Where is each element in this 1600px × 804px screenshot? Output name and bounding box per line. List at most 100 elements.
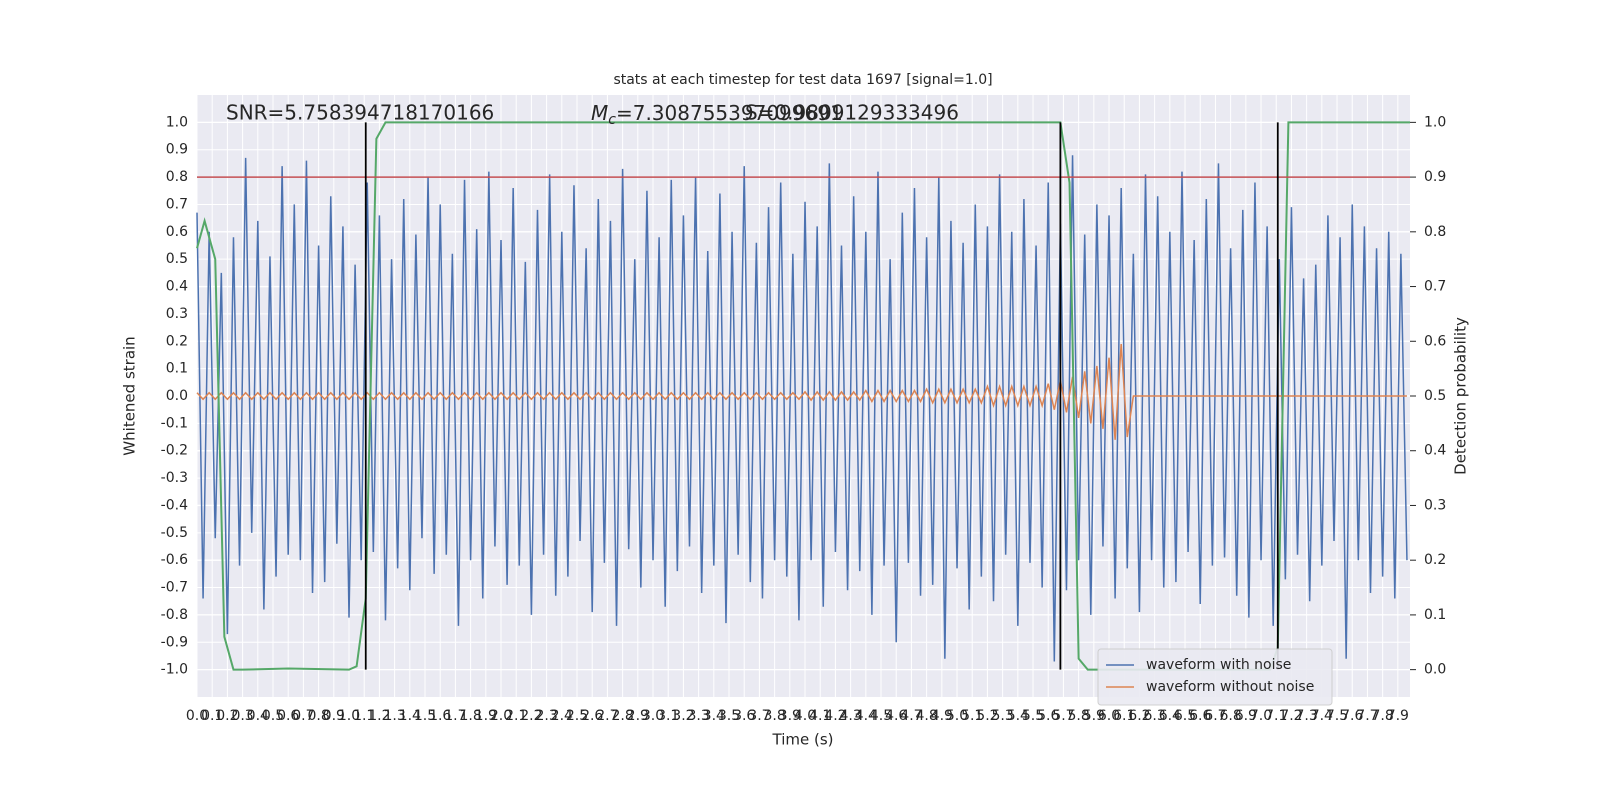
y-tick-label: -0.6 <box>161 552 188 568</box>
y2-tick-label: 0.4 <box>1424 443 1446 459</box>
y-tick-label: 0.6 <box>166 224 188 240</box>
y-tick-label: 0.8 <box>166 169 188 185</box>
y-tick-label: 0.4 <box>166 279 188 295</box>
x-tick-label: 2.8 <box>611 708 633 724</box>
y2-tick-label: 0.2 <box>1424 552 1446 568</box>
x-tick-label: 3.1 <box>657 708 679 724</box>
legend-label: waveform with noise <box>1146 657 1291 673</box>
x-tick-label: 6.6 <box>1189 708 1211 724</box>
x-tick-label: 1.5 <box>414 708 436 724</box>
x-tick-label: 5.3 <box>991 708 1013 724</box>
x-tick-label: 0.8 <box>307 708 329 724</box>
x-tick-label: 4.9 <box>931 708 953 724</box>
y2-tick-label: 0.1 <box>1424 607 1446 623</box>
x-tick-label: 4.3 <box>839 708 861 724</box>
x-tick-label: 2.4 <box>551 708 573 724</box>
y-tick-label: -0.2 <box>161 443 188 459</box>
x-tick-label: 6.4 <box>1159 708 1181 724</box>
x-tick-label: 7.8 <box>1372 708 1394 724</box>
x-tick-label: 4.4 <box>855 708 877 724</box>
x-tick-label: 5.9 <box>1083 708 1105 724</box>
legend-box <box>1097 648 1333 706</box>
x-tick-label: 7.6 <box>1341 708 1363 724</box>
y-tick-label: -0.3 <box>161 470 188 486</box>
x-tick-label: 6.0 <box>1098 708 1120 724</box>
x-tick-label: 2.5 <box>566 708 588 724</box>
x-tick-label: 3.9 <box>779 708 801 724</box>
x-tick-label: 0.5 <box>262 708 284 724</box>
x-tick-label: 7.0 <box>1250 708 1272 724</box>
x-tick-label: 1.0 <box>338 708 360 724</box>
x-tick-label: 6.3 <box>1143 708 1165 724</box>
y2-tick-label: 1.0 <box>1424 114 1446 130</box>
x-tick-label: 5.5 <box>1022 708 1044 724</box>
x-axis-label: Time (s) <box>772 731 834 749</box>
y-tick-label: -0.9 <box>161 634 188 650</box>
x-tick-label: 0.9 <box>323 708 345 724</box>
annotation-symbol: M <box>591 101 608 125</box>
x-tick-label: 1.3 <box>383 708 405 724</box>
x-tick-label: 4.6 <box>885 708 907 724</box>
series-line <box>196 343 1407 440</box>
x-tick-label: 6.1 <box>1113 708 1135 724</box>
x-tick-label: 1.2 <box>368 708 390 724</box>
y2-tick-label: 0.3 <box>1424 497 1446 513</box>
x-tick-label: 4.0 <box>794 708 816 724</box>
y-tick-label: 0.5 <box>166 251 188 267</box>
legend-label: waveform without noise <box>1146 679 1314 695</box>
x-tick-label: 4.1 <box>809 708 831 724</box>
x-tick-label: 0.7 <box>292 708 314 724</box>
y2-tick-label: 0.8 <box>1424 224 1446 240</box>
x-tick-label: 2.1 <box>505 708 527 724</box>
y-tick-label: -0.8 <box>161 607 188 623</box>
x-tick-label: 7.1 <box>1265 708 1287 724</box>
x-tick-label: 0.3 <box>231 708 253 724</box>
x-tick-label: 6.9 <box>1235 708 1257 724</box>
x-tick-label: 7.9 <box>1387 708 1409 724</box>
x-tick-label: 0.4 <box>247 708 269 724</box>
x-tick-label: 1.8 <box>459 708 481 724</box>
x-tick-label: 3.4 <box>703 708 725 724</box>
annotation: SNR=5.758394718170166 <box>226 101 494 125</box>
y2-tick-label: 0.6 <box>1424 333 1446 349</box>
x-tick-label: 1.7 <box>444 708 466 724</box>
y-tick-label: -0.1 <box>161 415 188 431</box>
x-tick-label: 4.8 <box>915 708 937 724</box>
y-tick-label: 0.1 <box>166 361 188 377</box>
x-tick-label: 2.9 <box>627 708 649 724</box>
x-tick-label: 5.2 <box>976 708 998 724</box>
y-tick-label: 0.0 <box>166 388 188 404</box>
x-tick-label: 0.2 <box>216 708 238 724</box>
y2-axis-label: Detection probability <box>1452 317 1470 475</box>
y2-tick-label: 0.7 <box>1424 279 1446 295</box>
x-tick-label: 4.7 <box>900 708 922 724</box>
x-tick-label: 5.8 <box>1067 708 1089 724</box>
x-tick-label: 6.2 <box>1128 708 1150 724</box>
y-tick-label: 0.2 <box>166 333 188 349</box>
x-tick-label: 7.7 <box>1356 708 1378 724</box>
x-tick-label: 3.5 <box>718 708 740 724</box>
y-tick-label: -0.5 <box>161 525 188 541</box>
y-axis-label: Whitened strain <box>121 336 139 455</box>
x-tick-label: 4.5 <box>870 708 892 724</box>
series-line <box>196 155 1408 662</box>
y-tick-label: -0.7 <box>161 580 188 596</box>
x-tick-label: 2.6 <box>581 708 603 724</box>
x-tick-label: 5.1 <box>961 708 983 724</box>
x-tick-label: 7.4 <box>1311 708 1333 724</box>
x-tick-label: 0.6 <box>277 708 299 724</box>
x-tick-label: 5.0 <box>946 708 968 724</box>
y2-tick-label: 0.9 <box>1424 169 1446 185</box>
x-tick-label: 3.6 <box>733 708 755 724</box>
annotation-subscript: c <box>608 112 616 128</box>
y-tick-label: -1.0 <box>161 662 188 678</box>
x-tick-label: 3.0 <box>642 708 664 724</box>
x-tick-label: 5.7 <box>1052 708 1074 724</box>
x-tick-label: 4.2 <box>824 708 846 724</box>
y-tick-label: 0.9 <box>166 142 188 158</box>
x-tick-label: 5.4 <box>1007 708 1029 724</box>
annotation: Mc=7.308755397099691 <box>591 101 843 129</box>
chart-title: stats at each timestep for test data 169… <box>613 72 992 88</box>
x-tick-label: 3.7 <box>748 708 770 724</box>
x-tick-label: 1.1 <box>353 708 375 724</box>
